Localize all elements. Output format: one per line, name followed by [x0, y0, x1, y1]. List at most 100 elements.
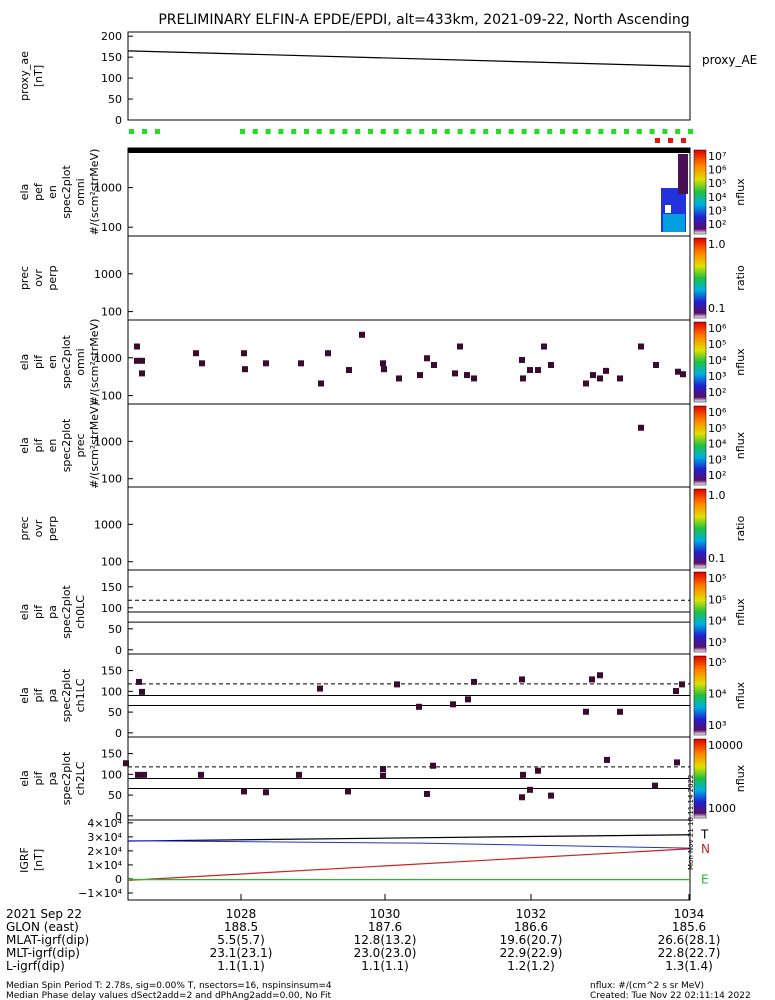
prec_ovr_perp_i-ylabel-word: perp [46, 516, 59, 541]
pa_ch2-ytick: 100 [101, 768, 122, 781]
status-dot-green [611, 129, 617, 134]
elapifen-omni-count [381, 366, 387, 373]
xaxis-mlat-value: 26.6(28.1) [658, 933, 721, 947]
proxy-ae-ytick: 150 [101, 51, 122, 64]
igrf-ylabel-word: IGRF [18, 847, 31, 873]
pa-ch1-count [139, 688, 145, 695]
prec_ovr_perp_e-colorbar-label: ratio [734, 265, 747, 291]
elapifen-omni-count [193, 350, 199, 357]
prec_ovr_perp_e-colorbar-tick: 1.0 [708, 238, 726, 251]
elapifen_prec-ytick: 1000 [94, 435, 122, 448]
elapifen_prec-colorbar-label: nflux [734, 431, 747, 459]
elapefen-ylabel-word: omni [74, 178, 87, 205]
elapefen-top-band [128, 148, 690, 153]
elapifen_omni-ylabel-word: pif [32, 354, 45, 369]
elapifen_prec-panel [127, 403, 691, 488]
prec_ovr_perp_i-panel [127, 486, 691, 571]
proxy-ae-panel [127, 31, 691, 121]
elapefen-colorbar-label: nflux [734, 178, 747, 206]
elapifen-omni-count [535, 367, 541, 374]
elapifen-omni-count [199, 360, 205, 367]
pa_ch2-ylabel-word: pif [32, 770, 45, 785]
elapifen_omni-colorbar-tick: 10⁵ [708, 338, 726, 351]
status-dot-green [129, 129, 134, 134]
xaxis-glon-value: 188.5 [224, 920, 258, 934]
xaxis-glon-value: 185.6 [672, 920, 706, 934]
pa-ch1-count [679, 681, 685, 688]
elapifen_prec-ylabel-word: ela [18, 437, 31, 454]
pa_ch1-colorbar [693, 655, 707, 736]
pa_ch2-ytick: 50 [108, 789, 122, 802]
elapifen-omni-count [464, 372, 470, 379]
prec_ovr_perp_e-ylabel-word: ovr [32, 269, 45, 287]
prec_ovr_perp_i-colorbar-label: ratio [734, 516, 747, 542]
elapifen-omni-count [263, 360, 269, 367]
elapifen-omni-count [590, 372, 596, 379]
elapefen-ytick: 100 [101, 221, 122, 234]
elapefen-ylabel-word: spec2plot [60, 165, 73, 219]
prec_ovr_perp_e-colorbar [693, 237, 707, 319]
status-dot-green [393, 129, 399, 134]
prec_ovr_perp_i-ytick: 100 [101, 556, 122, 569]
xaxis-mlat-value: 19.6(20.7) [500, 933, 563, 947]
status-dot-green [380, 129, 386, 134]
pa_ch0-colorbar-label: nflux [734, 598, 747, 626]
pa_ch0-colorbar-tick: 10³ [708, 636, 726, 649]
pa-ch2-count [241, 788, 247, 795]
proxy-ae-ytick: 200 [101, 30, 122, 43]
pa_ch1-ytick: 150 [101, 665, 122, 678]
proxy-ae-ytick: 100 [101, 72, 122, 85]
pa-ch1-count [589, 676, 595, 683]
pa_ch0-colorbar-tick: 10⁵ [708, 572, 726, 585]
pa_ch0-ylabel-word: pa [46, 605, 59, 619]
pa-ch1-count [317, 685, 323, 692]
status-dot-green [662, 129, 668, 134]
status-dot-green [329, 129, 335, 134]
elapefen-colorbar-tick: 10² [708, 218, 726, 231]
pa_ch1-colorbar-tick: 10³ [708, 719, 726, 732]
prec_ovr_perp_i-ytick: 1000 [94, 518, 122, 531]
pa_ch1-ytick: 50 [108, 706, 122, 719]
elapifen_omni-colorbar-label: nflux [734, 348, 747, 376]
elapifen-omni-count [242, 366, 248, 373]
proxy-ae-legend: proxy_AE [702, 53, 757, 67]
proxy-ae-ylabel-word: proxy_ae [18, 51, 31, 101]
pa-ch1-count [617, 708, 623, 715]
igrf-ytick: −1×10⁴ [78, 887, 122, 900]
xaxis-time-value: 1028 [226, 907, 257, 921]
status-dot-green [636, 129, 642, 134]
status-dot-green [508, 129, 514, 134]
elapifen_omni-colorbar-tick: 10⁴ [708, 354, 727, 367]
elapifen-omni-count [139, 357, 145, 364]
elapifen_omni-ylabel-word: ela [18, 354, 31, 371]
pa_ch2-ylabel-word: spec2plot [60, 751, 73, 805]
pa_ch1-ylabel-word: pif [32, 687, 45, 702]
xaxis-l-value: 1.1(1.1) [361, 959, 409, 973]
elapefen-activity [665, 205, 671, 213]
igrf-ytick: 1×10⁴ [87, 859, 122, 872]
elapifen-omni-count [680, 371, 686, 378]
pa-ch2-count [123, 760, 129, 767]
pa-ch1-count [465, 696, 471, 703]
pa_ch2-ytick: 150 [101, 748, 122, 761]
igrf-ytick: 2×10⁴ [87, 845, 122, 858]
pa-ch2-count [380, 772, 386, 779]
status-dot-green [155, 129, 160, 134]
elapifen-omni-count [396, 375, 402, 382]
pa-ch2-count [527, 786, 533, 793]
chart-title: PRELIMINARY ELFIN-A EPDE/EPDI, alt=433km… [158, 12, 689, 28]
status-dot-green [291, 129, 297, 134]
prec_ovr_perp_e-ylabel-word: prec [18, 266, 31, 290]
xaxis-time-value: 1032 [516, 907, 547, 921]
igrf-ytick: 0 [115, 873, 122, 886]
prec_ovr_perp_e-colorbar-tick: 0.1 [708, 302, 726, 315]
elapefen-colorbar-tick: 10⁶ [708, 164, 727, 177]
elapifen-omni-count [675, 368, 681, 375]
elapifen-omni-count [457, 343, 463, 350]
elapifen-omni-count [527, 367, 533, 374]
status-dot-green [304, 129, 309, 134]
status-dot-green [534, 129, 540, 134]
prec_ovr_perp_i-colorbar-tick: 0.1 [708, 552, 726, 565]
status-dot-green [432, 129, 437, 134]
proxy-ae-ylabel-word: [nT] [32, 65, 45, 87]
